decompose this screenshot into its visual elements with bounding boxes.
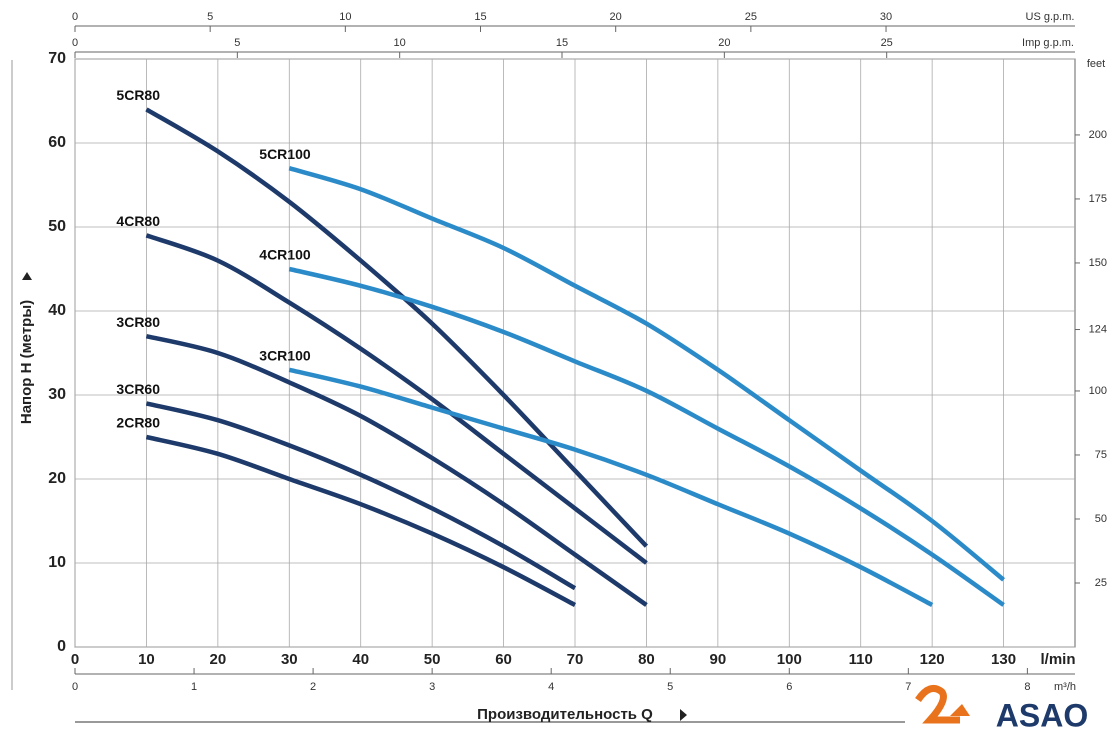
x-tick-label: 50: [424, 651, 441, 668]
series-label: 4CR100: [259, 247, 311, 263]
tick-label: 0: [72, 11, 78, 23]
curve: [288, 367, 934, 607]
tick-label: 20: [610, 11, 622, 23]
tick-label: 20: [718, 37, 730, 49]
x-tick-label: 80: [638, 651, 655, 668]
y2-unit: feet: [1087, 58, 1105, 70]
logo-icon: [950, 704, 970, 716]
y2-tick-label: 175: [1089, 193, 1107, 205]
x-tick-label: 0: [71, 651, 79, 668]
y-tick-label: 50: [48, 218, 66, 235]
tick-label: 7: [905, 681, 911, 693]
y2-tick-label: 25: [1095, 577, 1107, 589]
tick-label: 10: [339, 11, 351, 23]
y-tick-label: 30: [48, 386, 66, 403]
curve: [145, 233, 648, 565]
tick-label: 6: [786, 681, 792, 693]
y2-tick-label: 75: [1095, 449, 1107, 461]
tick-label: 5: [667, 681, 673, 693]
arrow-icon: [680, 709, 687, 721]
curve: [145, 401, 577, 591]
logo: ASAO: [915, 684, 1088, 733]
series-label: 3CR100: [259, 348, 311, 364]
y-tick-label: 0: [57, 638, 66, 655]
x-tick-label: 20: [210, 651, 227, 668]
tick-label: 0: [72, 681, 78, 693]
tick-label: 5: [234, 37, 240, 49]
curve: [288, 166, 1006, 582]
curve: [145, 334, 648, 607]
axis-unit: m³/h: [1054, 681, 1076, 693]
y-tick-label: 60: [48, 134, 66, 151]
x-tick-label: 100: [777, 651, 802, 668]
x-tick-label: 60: [495, 651, 512, 668]
series-label: 3CR60: [116, 381, 160, 397]
y2-tick-label: 50: [1095, 513, 1107, 525]
y-tick-label: 20: [48, 470, 66, 487]
series-label: 5CR100: [259, 146, 311, 162]
x-tick-label: 70: [567, 651, 584, 668]
x-tick-label: 30: [281, 651, 298, 668]
curve: [288, 266, 1005, 607]
tick-label: 4: [548, 681, 554, 693]
tick-label: 5: [207, 11, 213, 23]
tick-label: 25: [881, 37, 893, 49]
brand: ASAO: [996, 697, 1088, 733]
x-tick-label: 90: [710, 651, 727, 668]
tick-label: 8: [1024, 681, 1030, 693]
tick-label: 15: [474, 11, 486, 23]
x-tick-label: 10: [138, 651, 155, 668]
tick-label: 10: [394, 37, 406, 49]
tick-label: 15: [556, 37, 568, 49]
tick-label: 1: [191, 681, 197, 693]
series-label: 4CR80: [116, 213, 160, 229]
x-axis-title: Производительность Q: [477, 706, 653, 723]
y2-tick-label: 100: [1089, 385, 1107, 397]
logo-icon: [915, 684, 960, 724]
tick-label: 30: [880, 11, 892, 23]
y-tick-label: 40: [48, 302, 66, 319]
series-label: 2CR80: [116, 415, 160, 431]
arrow-icon: [22, 272, 32, 280]
axis-unit: US g.p.m.: [1026, 11, 1075, 23]
series-label: 3CR80: [116, 314, 160, 330]
curve: [145, 434, 577, 607]
x-tick-label: 40: [352, 651, 369, 668]
series-label: 5CR80: [116, 87, 160, 103]
x-unit: l/min: [1040, 651, 1075, 668]
y2-tick-label: 150: [1089, 257, 1107, 269]
x-tick-label: 110: [849, 651, 873, 668]
y2-tick-label: 200: [1089, 129, 1107, 141]
tick-label: 0: [72, 37, 78, 49]
y-tick-label: 70: [48, 50, 66, 67]
y-tick-label: 10: [48, 554, 66, 571]
y-axis-title: Напор Н (метры): [18, 300, 35, 424]
y2-tick-label: 124: [1089, 323, 1107, 335]
tick-label: 25: [745, 11, 757, 23]
tick-label: 3: [429, 681, 435, 693]
x-tick-label: 130: [991, 651, 1016, 668]
x-tick-label: 120: [920, 651, 945, 668]
tick-label: 2: [310, 681, 316, 693]
axis-unit: Imp g.p.m.: [1022, 37, 1074, 49]
